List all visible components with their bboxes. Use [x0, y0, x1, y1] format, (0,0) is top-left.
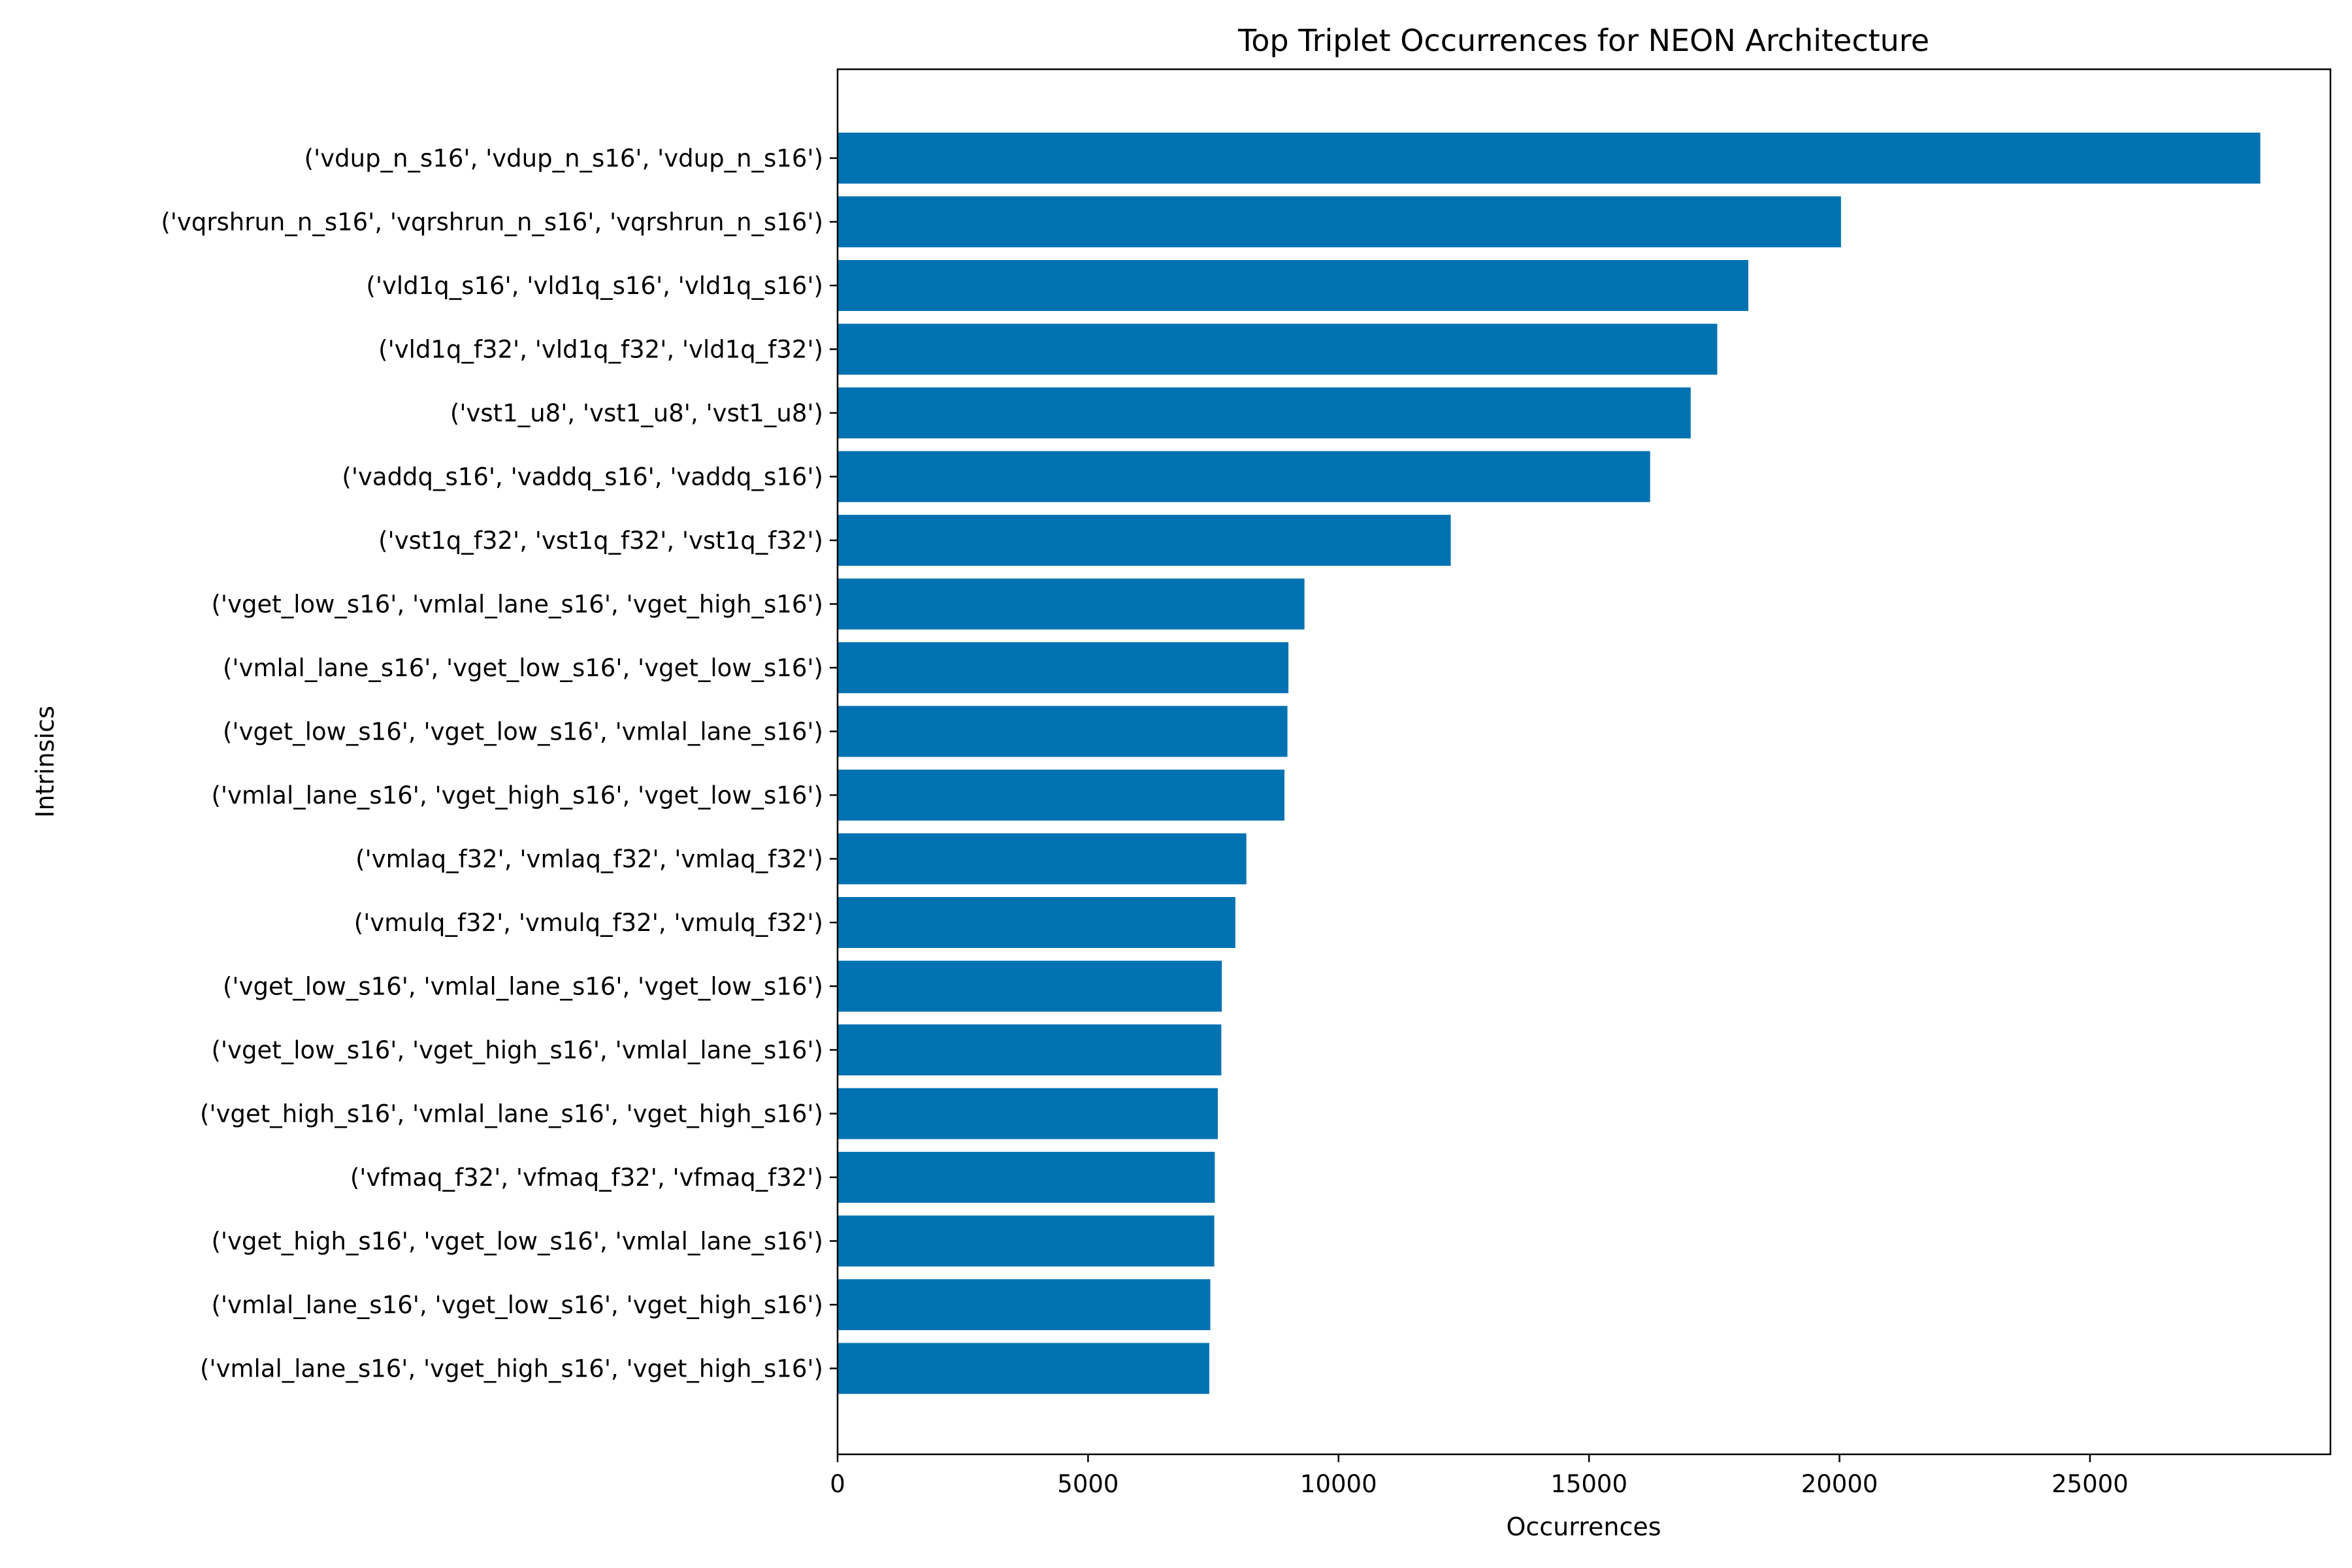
y-tick-label: ('vfmaq_f32', 'vfmaq_f32', 'vfmaq_f32') — [350, 1164, 823, 1192]
plot-frame — [836, 68, 2332, 1456]
x-tick-label: 5000 — [1057, 1470, 1119, 1498]
bar — [838, 833, 1247, 885]
y-tick-label: ('vget_low_s16', 'vget_high_s16', 'vmlal… — [211, 1036, 823, 1064]
bar — [838, 1215, 1215, 1267]
y-tick-label: ('vmlal_lane_s16', 'vget_low_s16', 'vget… — [223, 654, 823, 682]
x-tick-label: 25000 — [2051, 1470, 2129, 1498]
x-tick-label: 0 — [830, 1470, 845, 1498]
y-axis-label: Intrinsics — [31, 706, 59, 818]
y-tick-label: ('vmlaq_f32', 'vmlaq_f32', 'vmlaq_f32') — [355, 845, 823, 874]
bar — [838, 642, 1289, 693]
bar — [838, 1024, 1222, 1075]
bar — [838, 1343, 1209, 1394]
bar — [838, 196, 1841, 248]
y-tick-label: ('vst1q_f32', 'vst1q_f32', 'vst1q_f32') — [378, 527, 823, 555]
bar — [838, 578, 1305, 630]
bar — [838, 1279, 1211, 1330]
bar — [838, 323, 1718, 375]
y-tick-label: ('vget_high_s16', 'vget_low_s16', 'vmlal… — [211, 1228, 823, 1256]
bars-group — [838, 133, 2261, 1394]
bar — [838, 387, 1691, 438]
bar — [838, 260, 1749, 311]
bar — [838, 133, 2261, 184]
y-tick-label: ('vget_low_s16', 'vget_low_s16', 'vmlal_… — [223, 718, 823, 746]
y-tick-label: ('vmlal_lane_s16', 'vget_high_s16', 'vge… — [211, 781, 823, 809]
bar — [838, 1152, 1215, 1203]
y-tick-label: ('vst1_u8', 'vst1_u8', 'vst1_u8') — [450, 399, 823, 427]
x-axis-label: Occurrences — [1506, 1512, 1661, 1541]
bar — [838, 451, 1650, 502]
x-tick-label: 15000 — [1550, 1470, 1627, 1498]
x-tick-label: 20000 — [1801, 1470, 1878, 1498]
y-tick-label: ('vqrshrun_n_s16', 'vqrshrun_n_s16', 'vq… — [161, 208, 823, 237]
y-tick-label: ('vdup_n_s16', 'vdup_n_s16', 'vdup_n_s16… — [304, 144, 823, 172]
bar — [838, 515, 1451, 566]
bar — [838, 706, 1288, 757]
y-tick-label: ('vld1q_f32', 'vld1q_f32', 'vld1q_f32') — [378, 336, 823, 364]
y-tick-label: ('vget_high_s16', 'vmlal_lane_s16', 'vge… — [200, 1100, 823, 1128]
y-tick-label: ('vget_low_s16', 'vmlal_lane_s16', 'vget… — [211, 591, 823, 619]
x-tick-label: 10000 — [1300, 1470, 1377, 1498]
y-tick-label: ('vmlal_lane_s16', 'vget_high_s16', 'vge… — [200, 1355, 823, 1383]
bar — [838, 1088, 1218, 1139]
chart-title: Top Triplet Occurrences for NEON Archite… — [1237, 23, 1929, 58]
bar — [838, 897, 1235, 948]
y-tick-label: ('vaddq_s16', 'vaddq_s16', 'vaddq_s16') — [342, 463, 823, 491]
bar — [838, 770, 1284, 821]
bar — [838, 960, 1222, 1012]
y-tick-label: ('vmlal_lane_s16', 'vget_low_s16', 'vget… — [211, 1291, 823, 1319]
x-ticks-group: 0 5000 10000 15000 20000 25000 — [830, 1454, 2129, 1498]
y-tick-label: ('vld1q_s16', 'vld1q_s16', 'vld1q_s16') — [366, 272, 823, 300]
y-tick-label: ('vget_low_s16', 'vmlal_lane_s16', 'vget… — [223, 973, 823, 1001]
y-tick-label: ('vmulq_f32', 'vmulq_f32', 'vmulq_f32') — [354, 909, 823, 937]
category-labels-group: ('vdup_n_s16', 'vdup_n_s16', 'vdup_n_s16… — [161, 144, 838, 1383]
